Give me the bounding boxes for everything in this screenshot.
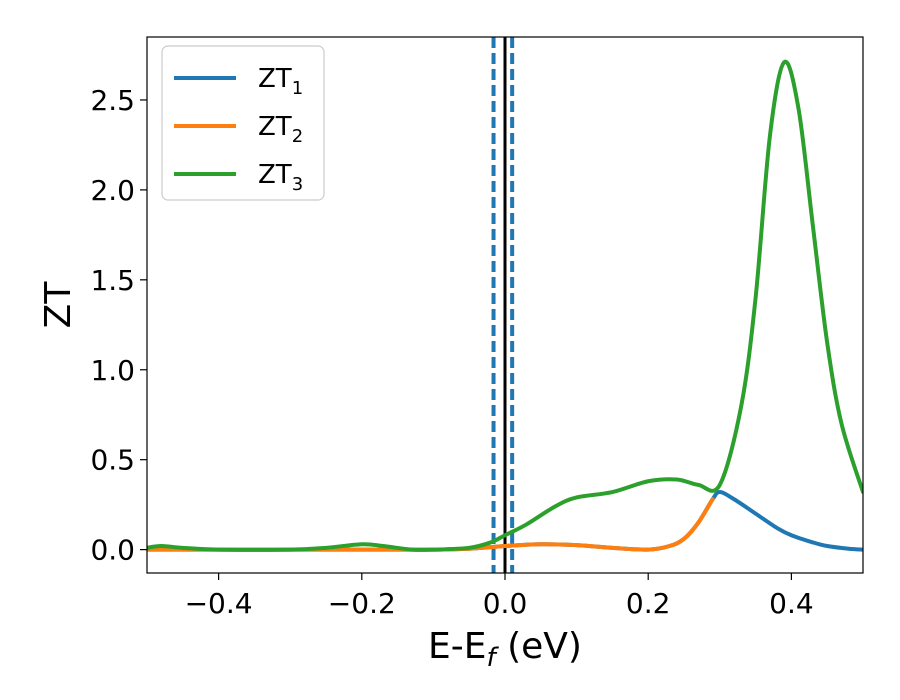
plot-area — [147, 37, 863, 573]
legend: ZT1 ZT2 ZT3 — [161, 45, 325, 201]
x-axis-label: E-Ef (eV) — [428, 626, 582, 673]
y-tick-label: 2.0 — [90, 174, 135, 207]
legend-label-zt1: ZT1 — [258, 64, 303, 99]
axis-ticks: −0.4 −0.2 0.0 0.2 0.4 0.0 0.5 1.0 1.5 2.0 2.5 — [90, 84, 813, 620]
y-tick-label: 1.0 — [90, 354, 135, 387]
legend-box — [161, 45, 325, 201]
x-tick-label: −0.4 — [185, 587, 253, 620]
y-tick-label: 1.5 — [90, 264, 135, 297]
x-tick-label: −0.2 — [328, 587, 396, 620]
x-axis-label-unit: (eV) — [496, 626, 582, 667]
x-axis-label-main: E-E — [428, 626, 486, 667]
y-tick-label: 0.0 — [90, 534, 135, 567]
y-tick-label: 2.5 — [90, 84, 135, 117]
x-tick-label: 0.2 — [626, 587, 671, 620]
x-tick-label: 0.0 — [483, 587, 528, 620]
x-tick-label: 0.4 — [769, 587, 814, 620]
series-line-zt3 — [147, 59, 863, 552]
legend-label-zt3: ZT3 — [258, 160, 303, 195]
y-axis-label: ZT — [38, 281, 79, 329]
y-tick-label: 0.5 — [90, 444, 135, 477]
series-line-zt2 — [147, 497, 715, 552]
legend-label-zt2: ZT2 — [258, 112, 303, 147]
